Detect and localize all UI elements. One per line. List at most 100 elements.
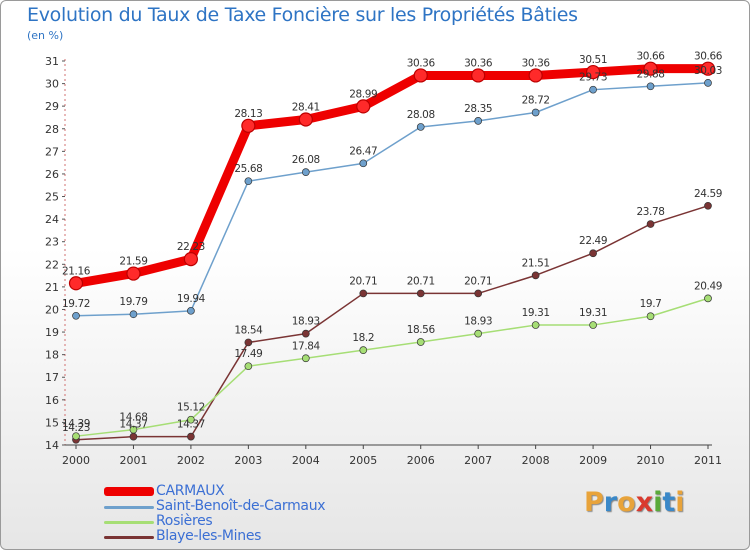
data-label: 19.7: [640, 298, 662, 310]
data-point: [359, 289, 368, 298]
x-tick-label: 2011: [694, 454, 722, 467]
data-label: 19.94: [177, 293, 206, 305]
data-label: 20.71: [407, 275, 435, 287]
data-point: [129, 310, 138, 319]
data-point: [589, 249, 597, 258]
data-label: 19.31: [579, 307, 607, 319]
data-label: 30.66: [694, 51, 723, 63]
legend-swatch-blaye-les-mines: [104, 536, 154, 539]
data-label: 22.23: [177, 241, 205, 253]
legend-label-saint-benoit: Saint-Benoît-de-Carmaux: [156, 498, 326, 514]
legend-item-carmaux: CARMAUX: [104, 484, 404, 499]
data-point: [585, 64, 601, 80]
y-tick-label: 24: [45, 213, 59, 226]
data-point: [359, 159, 368, 168]
x-tick-label: 2010: [637, 454, 665, 467]
data-label: 22.49: [579, 235, 607, 247]
data-label: 28.72: [522, 95, 550, 107]
data-point: [187, 432, 195, 441]
y-tick-label: 19: [45, 326, 59, 339]
y-tick-label: 20: [45, 303, 59, 316]
data-label: 18.54: [234, 324, 263, 336]
data-point: [183, 251, 199, 267]
y-tick-label: 25: [45, 191, 59, 204]
data-label: 15.12: [177, 402, 205, 414]
data-point: [187, 415, 195, 424]
data-point: [646, 220, 655, 228]
data-point: [241, 118, 256, 133]
data-label: 28.13: [234, 108, 262, 120]
data-label: 19.72: [62, 298, 90, 310]
legend-swatch-carmaux: [104, 487, 154, 496]
x-tick-label: 2002: [177, 454, 205, 467]
legend-swatch-rosieres: [104, 521, 154, 524]
y-tick-label: 17: [45, 371, 59, 384]
chart-title: Evolution du Taux de Taxe Foncière sur l…: [27, 4, 578, 26]
data-label: 21.16: [62, 265, 91, 277]
data-point: [474, 117, 483, 125]
data-point: [416, 123, 425, 131]
data-label: 30.03: [694, 65, 722, 77]
data-label: 18.93: [464, 316, 492, 328]
y-tick-label: 26: [45, 168, 59, 181]
legend-item-saint-benoit: Saint-Benoît-de-Carmaux: [104, 499, 404, 514]
data-label: 18.56: [407, 324, 436, 336]
data-point: [531, 321, 540, 329]
data-point: [531, 108, 540, 117]
data-point: [589, 321, 597, 329]
data-label: 14.37: [177, 419, 205, 431]
legend-item-rosieres: Rosières: [104, 514, 404, 529]
data-label: 21.59: [119, 256, 147, 268]
data-label: 14.23: [62, 422, 90, 434]
data-label: 28.35: [464, 103, 492, 115]
data-label: 24.59: [694, 188, 722, 200]
series-line: [75, 297, 709, 437]
data-point: [643, 61, 658, 76]
y-tick-label: 18: [45, 349, 59, 362]
data-point: [416, 289, 425, 298]
data-point: [301, 354, 310, 363]
data-point: [471, 68, 486, 83]
data-label: 26.08: [292, 154, 320, 166]
data-point: [301, 168, 310, 176]
logo-letter: i: [675, 487, 685, 518]
x-tick-label: 2006: [407, 454, 435, 467]
data-label: 18.93: [292, 316, 320, 328]
x-tick-label: 2001: [119, 454, 147, 467]
data-point: [72, 311, 80, 320]
data-label: 20.49: [694, 280, 722, 292]
legend-swatch-saint-benoit: [104, 506, 154, 509]
y-tick-label: 27: [45, 145, 59, 158]
x-tick-label: 2009: [579, 454, 607, 467]
y-tick-label: 30: [45, 78, 59, 91]
data-point: [528, 68, 543, 83]
data-label: 20.71: [464, 275, 492, 287]
unit-label: (en %): [27, 29, 64, 42]
legend: CARMAUX Saint-Benoît-de-Carmaux Rosières…: [104, 484, 404, 544]
legend-label-blaye-les-mines: Blaye-les-Mines: [156, 528, 262, 544]
x-tick-label: 2004: [292, 454, 320, 467]
data-label: 25.68: [234, 163, 262, 175]
data-point: [72, 432, 80, 441]
data-point: [416, 338, 425, 346]
data-point: [531, 271, 540, 280]
data-label: 30.66: [637, 51, 666, 63]
data-point: [187, 306, 195, 315]
proxiti-logo: Proxiti: [584, 487, 685, 518]
data-label: 19.31: [522, 307, 550, 319]
data-label: 19.79: [119, 296, 147, 308]
data-point: [244, 177, 253, 186]
series-line: [75, 205, 709, 441]
y-tick-label: 21: [45, 281, 59, 294]
data-label: 30.51: [579, 54, 607, 66]
legend-label-carmaux: CARMAUX: [156, 483, 225, 499]
data-point: [646, 312, 655, 321]
data-point: [68, 276, 84, 291]
data-point: [704, 79, 712, 87]
data-label: 29.88: [637, 68, 665, 80]
legend-item-blaye-les-mines: Blaye-les-Mines: [104, 529, 404, 544]
data-label: 20.71: [349, 275, 377, 287]
data-label: 30.36: [522, 57, 551, 69]
data-point: [244, 338, 253, 347]
